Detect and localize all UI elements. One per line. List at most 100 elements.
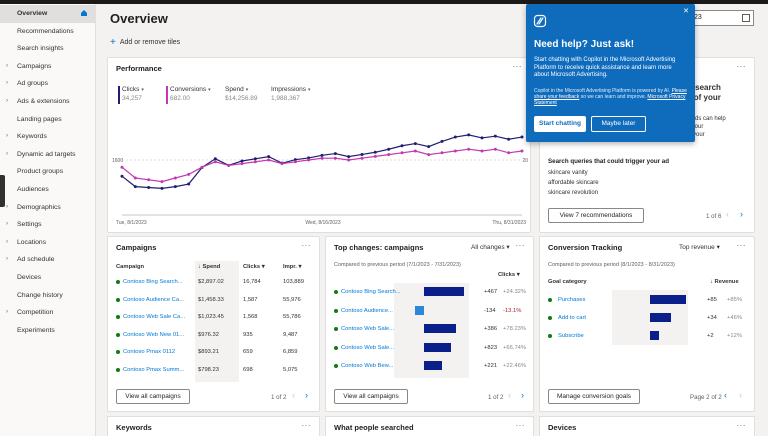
campaign-name-link[interactable]: Contoso Bing Search... (341, 289, 401, 295)
more-options-icon[interactable]: ··· (515, 241, 525, 250)
metric-spend[interactable]: Spend ▾ $14,256.89 (225, 86, 258, 102)
data-point[interactable] (507, 137, 511, 141)
sidebar-item[interactable]: › Ads & extensions (0, 93, 96, 111)
sidebar-item[interactable]: › Keywords (0, 128, 96, 146)
sidebar-item[interactable]: › Locations (0, 234, 96, 252)
sidebar-item[interactable]: › Campaigns (0, 58, 96, 76)
data-point[interactable] (173, 176, 177, 180)
data-point[interactable] (427, 145, 431, 149)
feedback-link[interactable]: Please share your feedback (534, 88, 687, 101)
data-point[interactable] (147, 178, 151, 182)
sidebar-item[interactable]: › Ad groups (0, 75, 96, 93)
data-point[interactable] (400, 144, 404, 148)
sidebar-collapse-handle[interactable] (0, 175, 5, 207)
prev-arrow-icon[interactable]: ‹ (724, 390, 727, 400)
changes-filter-dropdown[interactable]: All changes ▾ (471, 244, 510, 251)
sidebar-item[interactable]: Change history (0, 287, 96, 305)
metric-clicks[interactable]: Clicks ▾ 34,257 (118, 86, 144, 104)
campaign-name-link[interactable]: Contoso Pmax 0112 (123, 349, 176, 355)
sidebar-item[interactable]: › Competition (0, 304, 96, 322)
data-point[interactable] (360, 152, 364, 156)
campaign-name-link[interactable]: Contoso Bing Search... (123, 279, 183, 285)
data-point[interactable] (240, 159, 244, 163)
metric-impressions[interactable]: Impressions ▾ 1,988,367 (271, 86, 311, 102)
date-range-picker[interactable]: 23 (690, 10, 754, 26)
data-point[interactable] (293, 160, 297, 164)
campaign-name-link[interactable]: Contoso Web New 01... (123, 331, 185, 338)
data-point[interactable] (240, 162, 244, 166)
data-point[interactable] (347, 155, 351, 159)
data-point[interactable] (120, 165, 124, 169)
campaign-name-link[interactable]: Contoso Web Sale... (341, 344, 395, 351)
data-point[interactable] (400, 151, 404, 155)
data-point[interactable] (307, 158, 311, 162)
campaign-name-link[interactable]: Contoso Pmax Summ... (123, 366, 185, 373)
data-point[interactable] (333, 152, 337, 156)
data-point[interactable] (520, 149, 524, 153)
data-point[interactable] (293, 158, 297, 162)
data-point[interactable] (213, 157, 217, 161)
campaign-name-link[interactable]: Contoso Audience... (341, 307, 393, 314)
more-options-icon[interactable]: ··· (515, 421, 525, 430)
data-point[interactable] (160, 180, 164, 184)
close-icon[interactable]: ✕ (683, 8, 689, 15)
sidebar-item[interactable]: Landing pages (0, 111, 96, 129)
next-arrow-icon[interactable]: › (305, 390, 308, 400)
data-point[interactable] (373, 154, 377, 158)
col-header-revenue[interactable]: ↓ Revenue (710, 279, 739, 285)
data-point[interactable] (413, 149, 417, 153)
data-point[interactable] (280, 162, 284, 166)
goal-name-link[interactable]: Subscribe (558, 333, 584, 339)
data-point[interactable] (133, 185, 137, 189)
data-point[interactable] (320, 153, 324, 157)
campaign-name-link[interactable]: Contoso Web Bew... (341, 363, 394, 369)
sidebar-item[interactable]: Audiences (0, 181, 96, 199)
goal-name-link[interactable]: Purchases (558, 297, 586, 303)
col-header-clicks[interactable]: Clicks ▾ (498, 272, 520, 278)
data-point[interactable] (160, 186, 164, 190)
view-all-campaigns-button[interactable]: View all campaigns (116, 389, 190, 404)
col-header-goal[interactable]: Goal category (548, 279, 587, 285)
data-point[interactable] (200, 165, 204, 169)
data-point[interactable] (427, 153, 431, 157)
data-point[interactable] (333, 156, 337, 160)
data-point[interactable] (347, 158, 351, 162)
data-point[interactable] (307, 156, 311, 160)
data-point[interactable] (267, 158, 271, 162)
data-point[interactable] (413, 142, 417, 146)
data-point[interactable] (320, 156, 324, 160)
next-arrow-icon[interactable]: › (521, 390, 524, 400)
sidebar-item[interactable]: Recommendations (0, 23, 96, 41)
sidebar-item[interactable]: Product groups (0, 163, 96, 181)
sidebar-item[interactable]: Experiments (0, 322, 96, 340)
data-point[interactable] (227, 163, 231, 167)
data-point[interactable] (493, 134, 497, 138)
add-remove-tiles-button[interactable]: + Add or remove tiles (110, 37, 180, 48)
data-point[interactable] (120, 174, 124, 178)
sidebar-item[interactable]: › Ad schedule (0, 251, 96, 269)
more-options-icon[interactable]: ··· (736, 241, 746, 250)
more-options-icon[interactable]: ··· (301, 421, 311, 430)
more-options-icon[interactable]: ··· (301, 241, 311, 250)
data-point[interactable] (453, 149, 457, 153)
data-point[interactable] (173, 185, 177, 189)
view-recommendations-button[interactable]: View 7 recommendations (548, 208, 644, 223)
maybe-later-button[interactable]: Maybe later (591, 116, 646, 132)
data-point[interactable] (187, 172, 191, 176)
next-arrow-icon[interactable]: › (739, 390, 742, 400)
revenue-filter-dropdown[interactable]: Top revenue ▾ (679, 244, 720, 251)
more-options-icon[interactable]: ··· (736, 421, 746, 430)
data-point[interactable] (253, 160, 257, 164)
goal-name-link[interactable]: Add to cart (558, 315, 587, 321)
data-point[interactable] (480, 136, 484, 140)
sidebar-item[interactable]: Search insights (0, 40, 96, 58)
sidebar-item[interactable]: Overview (0, 5, 96, 23)
col-header-impr[interactable]: Impr. ▾ (283, 264, 302, 270)
prev-arrow-icon[interactable]: ‹ (292, 390, 295, 400)
data-point[interactable] (507, 151, 511, 155)
next-arrow-icon[interactable]: › (740, 209, 743, 219)
data-point[interactable] (253, 157, 257, 161)
privacy-link[interactable]: Microsoft Privacy Statement (534, 94, 686, 107)
manage-conversion-goals-button[interactable]: Manage conversion goals (548, 389, 640, 404)
data-point[interactable] (133, 176, 137, 180)
